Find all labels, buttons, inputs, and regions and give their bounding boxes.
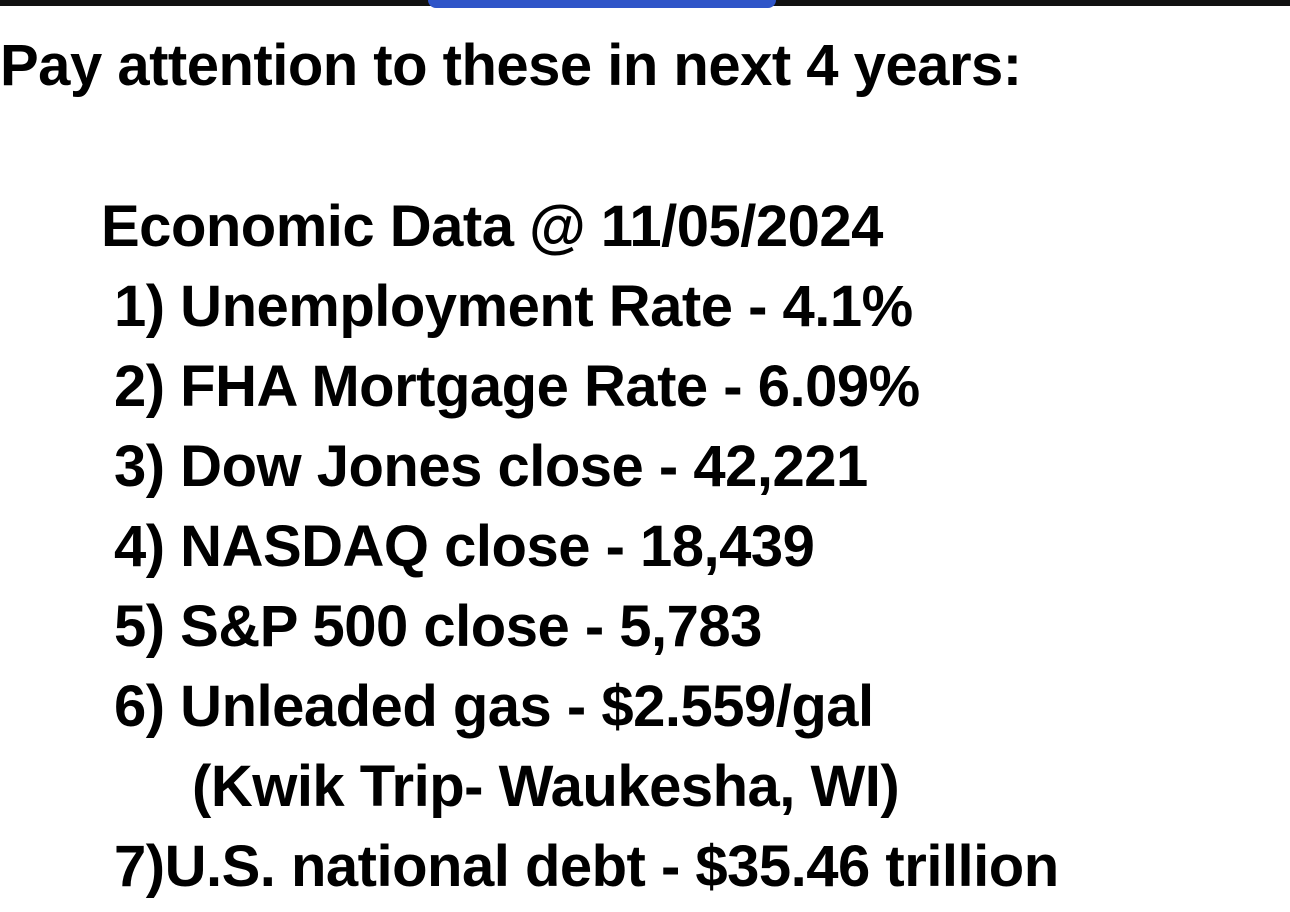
list-item-dow-jones-close: 3) Dow Jones close - 42,221 [114, 434, 868, 499]
page-heading: Pay attention to these in next 4 years: [0, 33, 1022, 98]
list-item-gas-location-note: (Kwik Trip- Waukesha, WI) [192, 754, 900, 819]
list-item-unemployment-rate: 1) Unemployment Rate - 4.1% [114, 274, 913, 339]
list-item-fha-mortgage-rate: 2) FHA Mortgage Rate - 6.09% [114, 354, 920, 419]
top-blue-tab [428, 0, 776, 8]
list-item-national-debt: 7)U.S. national debt - $35.46 trillion [114, 834, 1059, 899]
list-item-unleaded-gas: 6) Unleaded gas - $2.559/gal [114, 674, 874, 739]
list-item-sp500-close: 5) S&P 500 close - 5,783 [114, 594, 762, 659]
economic-data-date-heading: Economic Data @ 11/05/2024 [101, 194, 883, 259]
list-item-nasdaq-close: 4) NASDAQ close - 18,439 [114, 514, 815, 579]
